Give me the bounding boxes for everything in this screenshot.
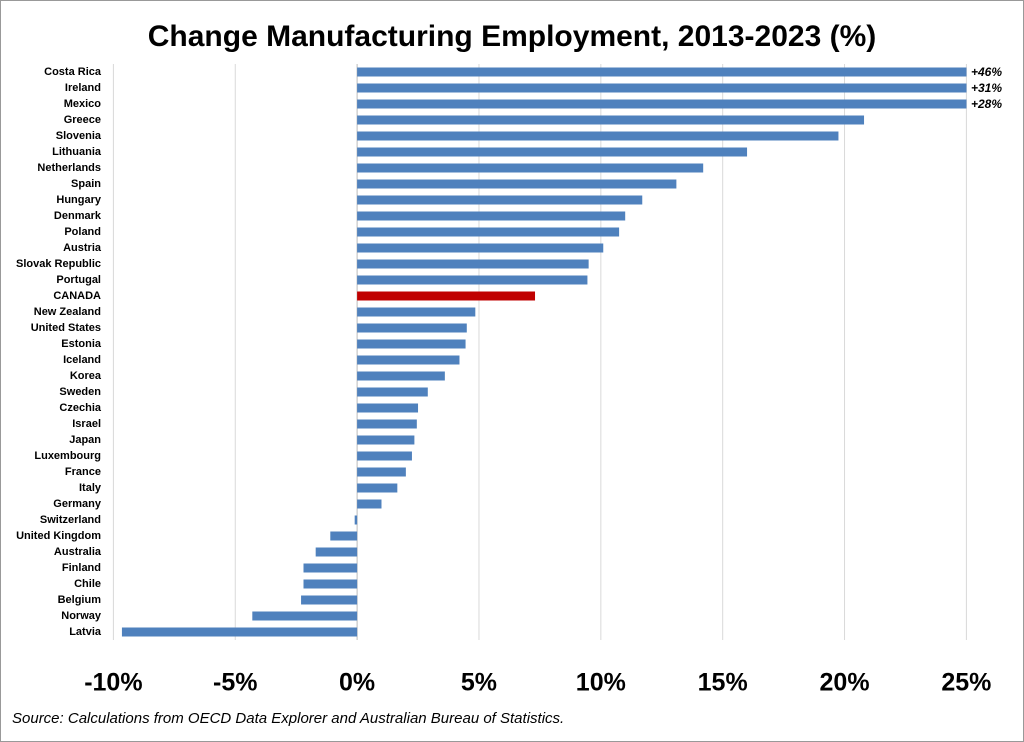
- x-tick-label: 15%: [698, 669, 748, 697]
- y-tick-label: Sweden: [59, 386, 101, 398]
- y-tick-label: Ireland: [65, 82, 101, 94]
- value-label: +31%: [971, 81, 1002, 95]
- y-tick-label: Mexico: [64, 98, 102, 110]
- y-tick-label: New Zealand: [34, 306, 101, 318]
- bar: [330, 531, 358, 541]
- bar: [357, 387, 428, 397]
- y-tick-label: United Kingdom: [16, 530, 101, 542]
- y-tick-label: Switzerland: [40, 514, 101, 526]
- bar: [357, 451, 412, 461]
- bar: [315, 547, 358, 557]
- bar: [357, 435, 415, 445]
- value-label: +28%: [971, 97, 1002, 111]
- bar: [357, 355, 460, 365]
- y-tick-label: Japan: [69, 434, 101, 446]
- y-tick-label: Denmark: [54, 210, 102, 222]
- y-tick-label: Czechia: [59, 402, 101, 414]
- bar: [252, 611, 358, 621]
- x-tick-label: -5%: [213, 669, 257, 697]
- y-tick-label: Portugal: [56, 274, 101, 286]
- bar: [303, 579, 358, 589]
- bar: [357, 467, 406, 477]
- y-tick-label: Chile: [74, 578, 101, 590]
- y-tick-label: Korea: [70, 370, 102, 382]
- y-tick-label: Lithuania: [52, 146, 102, 158]
- bar: [357, 419, 417, 429]
- bar: [301, 595, 358, 605]
- y-tick-label: Estonia: [61, 338, 102, 350]
- y-tick-label: Spain: [71, 178, 101, 190]
- y-tick-label: Australia: [54, 546, 102, 558]
- bar: [357, 291, 536, 301]
- source-note: Source: Calculations from OECD Data Expl…: [12, 710, 564, 727]
- bar: [357, 243, 604, 253]
- bar: [357, 483, 398, 493]
- bar: [357, 403, 419, 413]
- bar: [357, 131, 839, 141]
- y-tick-label: Luxembourg: [34, 450, 101, 462]
- bar: [357, 339, 466, 349]
- bar: [357, 179, 677, 189]
- y-tick-label: Costa Rica: [44, 66, 102, 78]
- bar: [357, 163, 704, 173]
- x-tick-label: 0%: [339, 669, 375, 697]
- bar: [357, 147, 748, 157]
- y-tick-label: Greece: [64, 114, 101, 126]
- x-tick-label: 25%: [941, 669, 991, 697]
- bar: [357, 499, 382, 509]
- bar: [357, 259, 589, 269]
- bar: [357, 307, 476, 317]
- y-tick-label: France: [65, 466, 101, 478]
- y-tick-label: Finland: [62, 562, 101, 574]
- bar: [357, 371, 445, 381]
- y-tick-label: Slovenia: [56, 130, 102, 142]
- bar: [354, 515, 358, 525]
- y-tick-label: Austria: [63, 242, 102, 254]
- y-tick-label: United States: [31, 322, 101, 334]
- bar: [357, 211, 626, 221]
- value-label: +46%: [971, 65, 1002, 79]
- y-tick-label: Poland: [64, 226, 101, 238]
- x-tick-label: 5%: [461, 669, 497, 697]
- y-tick-label: Norway: [61, 610, 102, 622]
- bar: [357, 115, 865, 125]
- bar: [357, 323, 467, 333]
- bar: [357, 275, 588, 285]
- y-tick-label: Germany: [53, 498, 102, 510]
- y-tick-label: Netherlands: [37, 162, 101, 174]
- y-tick-label: Israel: [72, 418, 101, 430]
- y-tick-label: Hungary: [56, 194, 102, 206]
- bar: [303, 563, 358, 573]
- y-tick-label: CANADA: [53, 290, 101, 302]
- bar: [357, 99, 967, 109]
- x-tick-label: -10%: [84, 669, 142, 697]
- y-tick-label: Slovak Republic: [16, 258, 101, 270]
- chart-title: Change Manufacturing Employment, 2013-20…: [148, 20, 877, 53]
- y-tick-label: Latvia: [69, 626, 102, 638]
- bar: [357, 227, 620, 237]
- y-tick-label: Italy: [79, 482, 102, 494]
- bar: [357, 195, 643, 205]
- x-tick-label: 10%: [576, 669, 626, 697]
- x-tick-label: 20%: [820, 669, 870, 697]
- bar: [121, 627, 358, 637]
- y-tick-label: Iceland: [63, 354, 101, 366]
- bar: [357, 83, 967, 93]
- bar: [357, 67, 967, 77]
- y-tick-label: Belgium: [58, 594, 102, 606]
